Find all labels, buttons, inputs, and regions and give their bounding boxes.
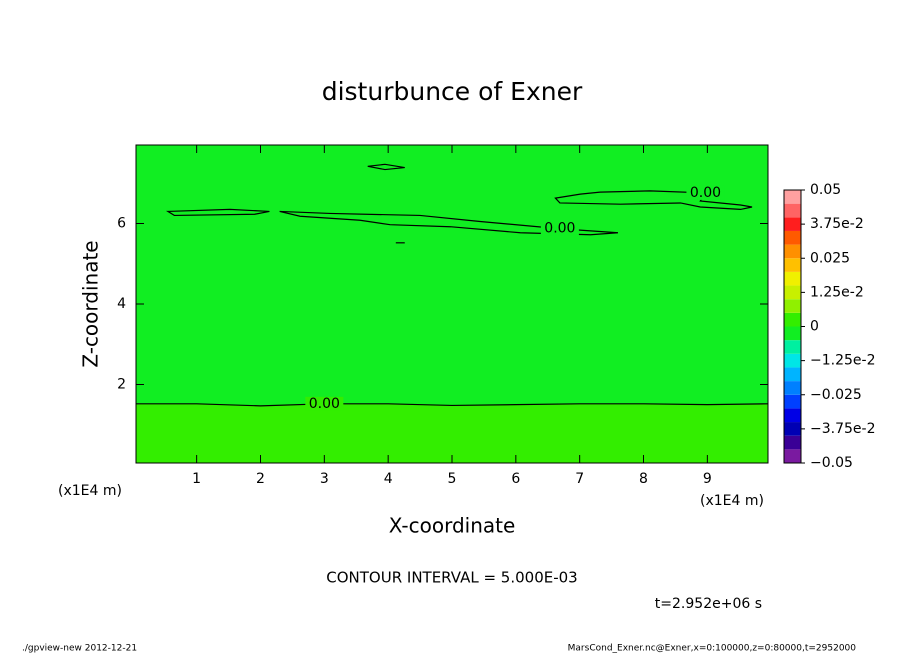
time-label: t=2.952e+06 s bbox=[655, 596, 762, 612]
contour-line bbox=[279, 210, 619, 236]
x-tick-label: 7 bbox=[575, 471, 584, 487]
x-tick-label: 6 bbox=[511, 471, 520, 487]
x-unit: (x1E4 m) bbox=[700, 493, 764, 509]
colorbar-band bbox=[784, 285, 801, 300]
colorbar-label: 1.25e-2 bbox=[810, 284, 864, 300]
contour-label: 0.00 bbox=[544, 221, 575, 237]
colorbar-label: −0.025 bbox=[810, 387, 862, 403]
x-axis-label: X-coordinate bbox=[389, 514, 516, 538]
colorbar-band bbox=[784, 326, 801, 341]
colorbar-band bbox=[784, 217, 801, 231]
x-tick-label: 5 bbox=[448, 471, 457, 487]
chart-title: disturbunce of Exner bbox=[322, 77, 583, 106]
x-tick-label: 4 bbox=[384, 471, 393, 487]
y-axis-label: Z-coordinate bbox=[79, 240, 103, 367]
colorbar-band bbox=[784, 203, 801, 218]
colorbar-band bbox=[784, 408, 801, 423]
colorbar-label: 0.025 bbox=[810, 250, 850, 266]
y-tick-label: 4 bbox=[117, 296, 126, 312]
colorbar-band bbox=[784, 381, 801, 395]
colorbar-band bbox=[784, 435, 801, 450]
colorbar-label: 3.75e-2 bbox=[810, 216, 864, 232]
colorbar-band bbox=[784, 367, 801, 382]
colorbar-band bbox=[784, 353, 801, 368]
colorbar-band bbox=[784, 299, 801, 313]
contour-fill bbox=[136, 403, 768, 463]
colorbar-label: −1.25e-2 bbox=[810, 353, 875, 369]
contour-label-bg bbox=[305, 396, 344, 411]
x-tick-label: 8 bbox=[639, 471, 648, 487]
colorbar-band bbox=[784, 422, 801, 436]
x-unit: (x1E4 m) bbox=[58, 483, 122, 499]
colorbar-label: 0.05 bbox=[810, 182, 841, 198]
footer-right: MarsCond_Exner.nc@Exner,x=0:100000,z=0:8… bbox=[568, 644, 857, 654]
x-tick-label: 2 bbox=[256, 471, 265, 487]
contour-label-bg bbox=[540, 221, 579, 236]
colorbar-band bbox=[784, 230, 801, 245]
colorbar-band bbox=[784, 271, 801, 286]
x-tick-label: 3 bbox=[320, 471, 329, 487]
y-tick-label: 2 bbox=[117, 377, 126, 393]
colorbar-label: −0.05 bbox=[810, 455, 853, 471]
contour-interval: CONTOUR INTERVAL = 5.000E-03 bbox=[326, 569, 577, 587]
footer-left: ./gpview-new 2012-12-21 bbox=[22, 644, 137, 654]
colorbar-band bbox=[784, 312, 801, 327]
contour-line bbox=[367, 163, 405, 171]
contour-line bbox=[136, 403, 769, 407]
contour-label-bg bbox=[686, 185, 725, 200]
contour-label: 0.00 bbox=[309, 396, 340, 412]
x-tick-label: 1 bbox=[192, 471, 201, 487]
colorbar-band bbox=[784, 244, 801, 259]
colorbar-band bbox=[784, 449, 801, 463]
x-tick-label: 9 bbox=[703, 471, 712, 487]
contour-line bbox=[165, 208, 270, 217]
colorbar-label: −3.75e-2 bbox=[810, 421, 875, 437]
colorbar-band bbox=[784, 340, 801, 354]
colorbar-band bbox=[784, 394, 801, 409]
contour-label: 0.00 bbox=[690, 185, 721, 201]
colorbar-band bbox=[784, 258, 801, 272]
colorbar-label: 0 bbox=[810, 319, 819, 335]
colorbar-band bbox=[784, 190, 801, 204]
contour-line bbox=[554, 190, 753, 211]
y-tick-label: 6 bbox=[117, 215, 126, 231]
